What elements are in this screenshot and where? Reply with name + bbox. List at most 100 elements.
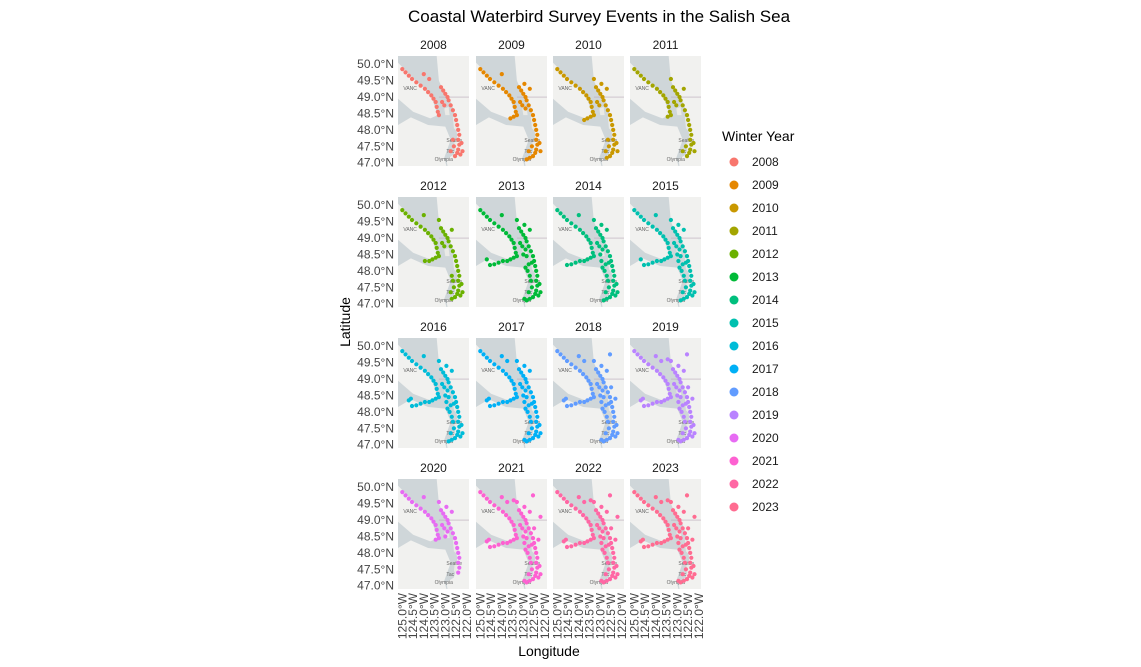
- survey-point: [682, 249, 688, 254]
- survey-point: [534, 560, 539, 565]
- survey-point: [683, 260, 689, 265]
- survey-point: [505, 499, 510, 505]
- survey-point: [558, 352, 563, 357]
- survey-point: [521, 373, 526, 378]
- survey-point: [591, 217, 597, 223]
- facet-strip-label: 2012: [420, 179, 447, 193]
- survey-point: [522, 504, 527, 509]
- survey-point: [440, 240, 445, 246]
- survey-point: [455, 263, 460, 269]
- survey-point: [612, 273, 617, 278]
- survey-point: [658, 513, 663, 518]
- survey-point: [586, 96, 591, 101]
- land-shape: [553, 258, 606, 307]
- survey-point: [445, 517, 450, 523]
- survey-point: [678, 380, 683, 385]
- survey-point: [598, 373, 603, 378]
- y-tick-label: 49.5°N: [357, 215, 394, 229]
- survey-point: [478, 208, 483, 213]
- survey-point: [561, 496, 566, 501]
- y-tick-label: 48.0°N: [357, 405, 394, 419]
- survey-point: [569, 544, 574, 549]
- survey-point: [591, 395, 597, 400]
- x-tick-label: 122.0°W: [538, 592, 552, 639]
- survey-point: [452, 254, 458, 259]
- survey-point: [451, 144, 456, 149]
- legend-label: 2022: [752, 477, 779, 491]
- survey-point: [588, 240, 593, 246]
- survey-point: [676, 578, 681, 583]
- survey-point: [613, 396, 618, 401]
- y-axis-title: Latitude: [337, 297, 353, 347]
- legend-label: 2012: [752, 247, 779, 261]
- survey-point: [610, 573, 615, 579]
- survey-point: [519, 229, 524, 234]
- survey-point: [646, 80, 651, 85]
- survey-point: [492, 362, 497, 367]
- survey-point: [614, 281, 619, 287]
- facet-strip-label: 2011: [653, 38, 679, 52]
- survey-point: [508, 398, 513, 403]
- survey-point: [530, 577, 536, 582]
- y-tick-label: 47.5°N: [357, 280, 394, 294]
- survey-point: [590, 109, 595, 114]
- x-tick-label: 123.0°W: [670, 592, 684, 639]
- survey-point: [658, 90, 663, 95]
- survey-point: [403, 352, 408, 357]
- facet-panel-2022: 2022VANCSeattleTacOlympia: [553, 461, 624, 589]
- survey-point: [641, 499, 647, 505]
- land-shape: [476, 540, 529, 589]
- survey-point: [516, 367, 522, 372]
- survey-point: [589, 104, 594, 109]
- basemap-label: Olympia: [435, 439, 454, 445]
- survey-point: [449, 437, 454, 442]
- survey-point: [684, 295, 690, 300]
- survey-point: [668, 358, 674, 364]
- survey-point: [487, 217, 493, 223]
- survey-point: [429, 375, 434, 380]
- survey-point: [599, 399, 604, 405]
- survey-point: [414, 221, 419, 226]
- basemap-label: Olympia: [590, 439, 609, 445]
- survey-point: [641, 403, 647, 409]
- survey-point: [440, 381, 445, 387]
- survey-point: [614, 140, 619, 146]
- survey-point: [602, 268, 607, 273]
- survey-point: [600, 517, 605, 523]
- land-shape: [398, 117, 451, 166]
- y-tick-label: 48.5°N: [357, 106, 394, 120]
- survey-point: [632, 490, 637, 495]
- survey-point: [429, 234, 434, 239]
- survey-point: [683, 542, 689, 547]
- survey-point: [674, 103, 679, 108]
- survey-point: [406, 496, 411, 501]
- x-tick-label: 123.5°W: [428, 592, 442, 639]
- survey-point: [595, 381, 600, 387]
- survey-point: [484, 73, 489, 78]
- island-shape: [599, 106, 605, 116]
- legend-swatch: [729, 272, 739, 282]
- legend-entries: 2008 2009 2010 2011 2012 2013 2014 2015 2016 2017…: [729, 155, 779, 514]
- survey-point: [505, 358, 510, 364]
- survey-point: [563, 396, 569, 401]
- survey-point: [499, 72, 504, 77]
- survey-point: [435, 391, 440, 396]
- legend-label: 2013: [752, 270, 779, 284]
- survey-point: [564, 358, 570, 364]
- survey-point: [607, 436, 613, 441]
- survey-point: [584, 375, 589, 380]
- y-tick-label: 50.0°N: [357, 480, 394, 494]
- survey-point: [536, 575, 541, 580]
- survey-point: [590, 532, 595, 537]
- survey-point: [418, 83, 423, 88]
- basemap-label: Olympia: [590, 157, 609, 163]
- basemap-label: Olympia: [435, 580, 454, 586]
- survey-point: [525, 409, 530, 414]
- facet-strip-label: 2009: [498, 38, 525, 52]
- survey-point: [538, 290, 543, 295]
- survey-point: [530, 493, 536, 498]
- survey-point: [641, 76, 647, 82]
- survey-point: [486, 396, 491, 401]
- survey-point: [662, 539, 667, 544]
- survey-point: [650, 83, 655, 88]
